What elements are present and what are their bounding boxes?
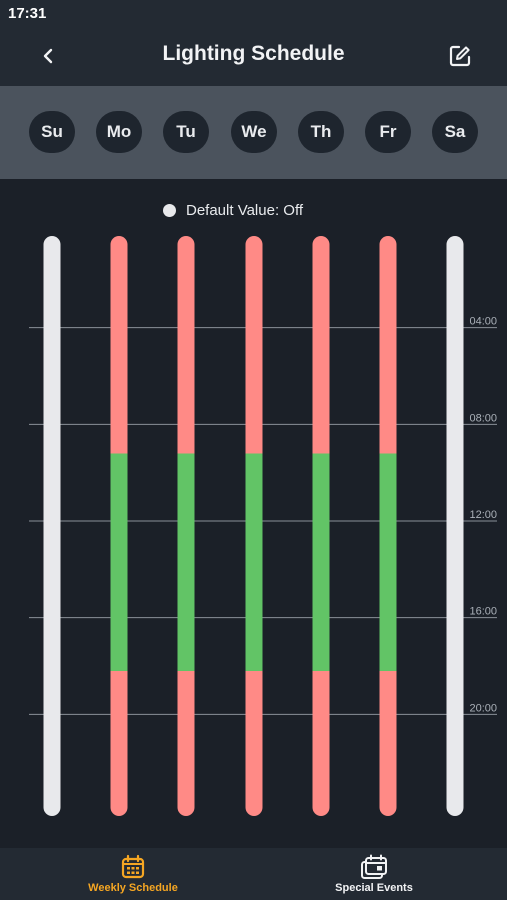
segment-th-0-off[interactable]: [312, 236, 330, 454]
segment-th-2-off[interactable]: [312, 671, 330, 816]
segment-tu-2-off[interactable]: [177, 671, 195, 816]
day-button-su[interactable]: Su: [29, 111, 75, 153]
day-timeline-we[interactable]: [245, 236, 263, 816]
day-timeline-mo[interactable]: [110, 236, 128, 816]
segment-su-0-default[interactable]: [43, 236, 61, 816]
legend-label: Default Value: Off: [186, 201, 304, 219]
page-title: Lighting Schedule: [162, 42, 345, 65]
y-tick-label-3: 16:00: [469, 606, 497, 618]
segment-we-2-off[interactable]: [245, 671, 263, 816]
y-tick-label-1: 08:00: [469, 412, 497, 424]
bottom-nav: Weekly Schedule Special Events: [0, 848, 507, 900]
segment-tu-0-off[interactable]: [177, 236, 195, 454]
day-timeline-th[interactable]: [312, 236, 330, 816]
segment-tu-1-on[interactable]: [177, 453, 195, 672]
calendar-icon: [121, 854, 145, 879]
day-timeline-su[interactable]: [43, 236, 61, 816]
nav-weekly-schedule[interactable]: Weekly Schedule: [70, 848, 196, 900]
day-button-th[interactable]: Th: [298, 111, 344, 153]
segment-we-1-on[interactable]: [245, 453, 263, 672]
segment-we-0-off[interactable]: [245, 236, 263, 454]
back-button[interactable]: [30, 38, 66, 74]
nav-special-events[interactable]: Special Events: [318, 848, 430, 900]
day-button-mo[interactable]: Mo: [96, 111, 142, 153]
nav-label-weekly-schedule: Weekly Schedule: [88, 882, 178, 894]
segment-fr-0-off[interactable]: [379, 236, 397, 454]
segment-mo-0-off[interactable]: [110, 236, 128, 454]
day-timeline-sa[interactable]: [446, 236, 464, 816]
y-tick-label-4: 20:00: [469, 702, 497, 714]
chevron-left-icon: [43, 48, 53, 64]
legend: Default Value: Off: [163, 200, 303, 220]
day-button-fr[interactable]: Fr: [365, 111, 411, 153]
day-selector: Su Mo Tu We Th Fr Sa: [0, 86, 507, 179]
y-tick-label-2: 12:00: [469, 509, 497, 521]
day-button-sa[interactable]: Sa: [432, 111, 478, 153]
day-button-we[interactable]: We: [231, 111, 277, 153]
legend-dot-icon: [163, 203, 176, 217]
segment-fr-1-on[interactable]: [379, 453, 397, 672]
day-button-tu[interactable]: Tu: [163, 111, 209, 153]
status-time: 17:31: [8, 5, 47, 22]
segment-mo-1-on[interactable]: [110, 453, 128, 672]
segment-sa-0-default[interactable]: [446, 236, 464, 816]
edit-button[interactable]: [442, 38, 478, 74]
header: Lighting Schedule: [0, 28, 507, 86]
calendar-event-icon: [361, 854, 387, 879]
edit-icon: [449, 45, 471, 67]
day-timeline-tu[interactable]: [177, 236, 195, 816]
day-timeline-fr[interactable]: [379, 236, 397, 816]
schedule-chart: 04:00 08:00 12:00 16:00 20:00: [29, 236, 497, 816]
nav-label-special-events: Special Events: [335, 882, 413, 894]
status-bar: 17:31: [0, 0, 507, 28]
segment-mo-2-off[interactable]: [110, 671, 128, 816]
segment-fr-2-off[interactable]: [379, 671, 397, 816]
y-tick-label-0: 04:00: [469, 316, 497, 328]
segment-th-1-on[interactable]: [312, 453, 330, 672]
